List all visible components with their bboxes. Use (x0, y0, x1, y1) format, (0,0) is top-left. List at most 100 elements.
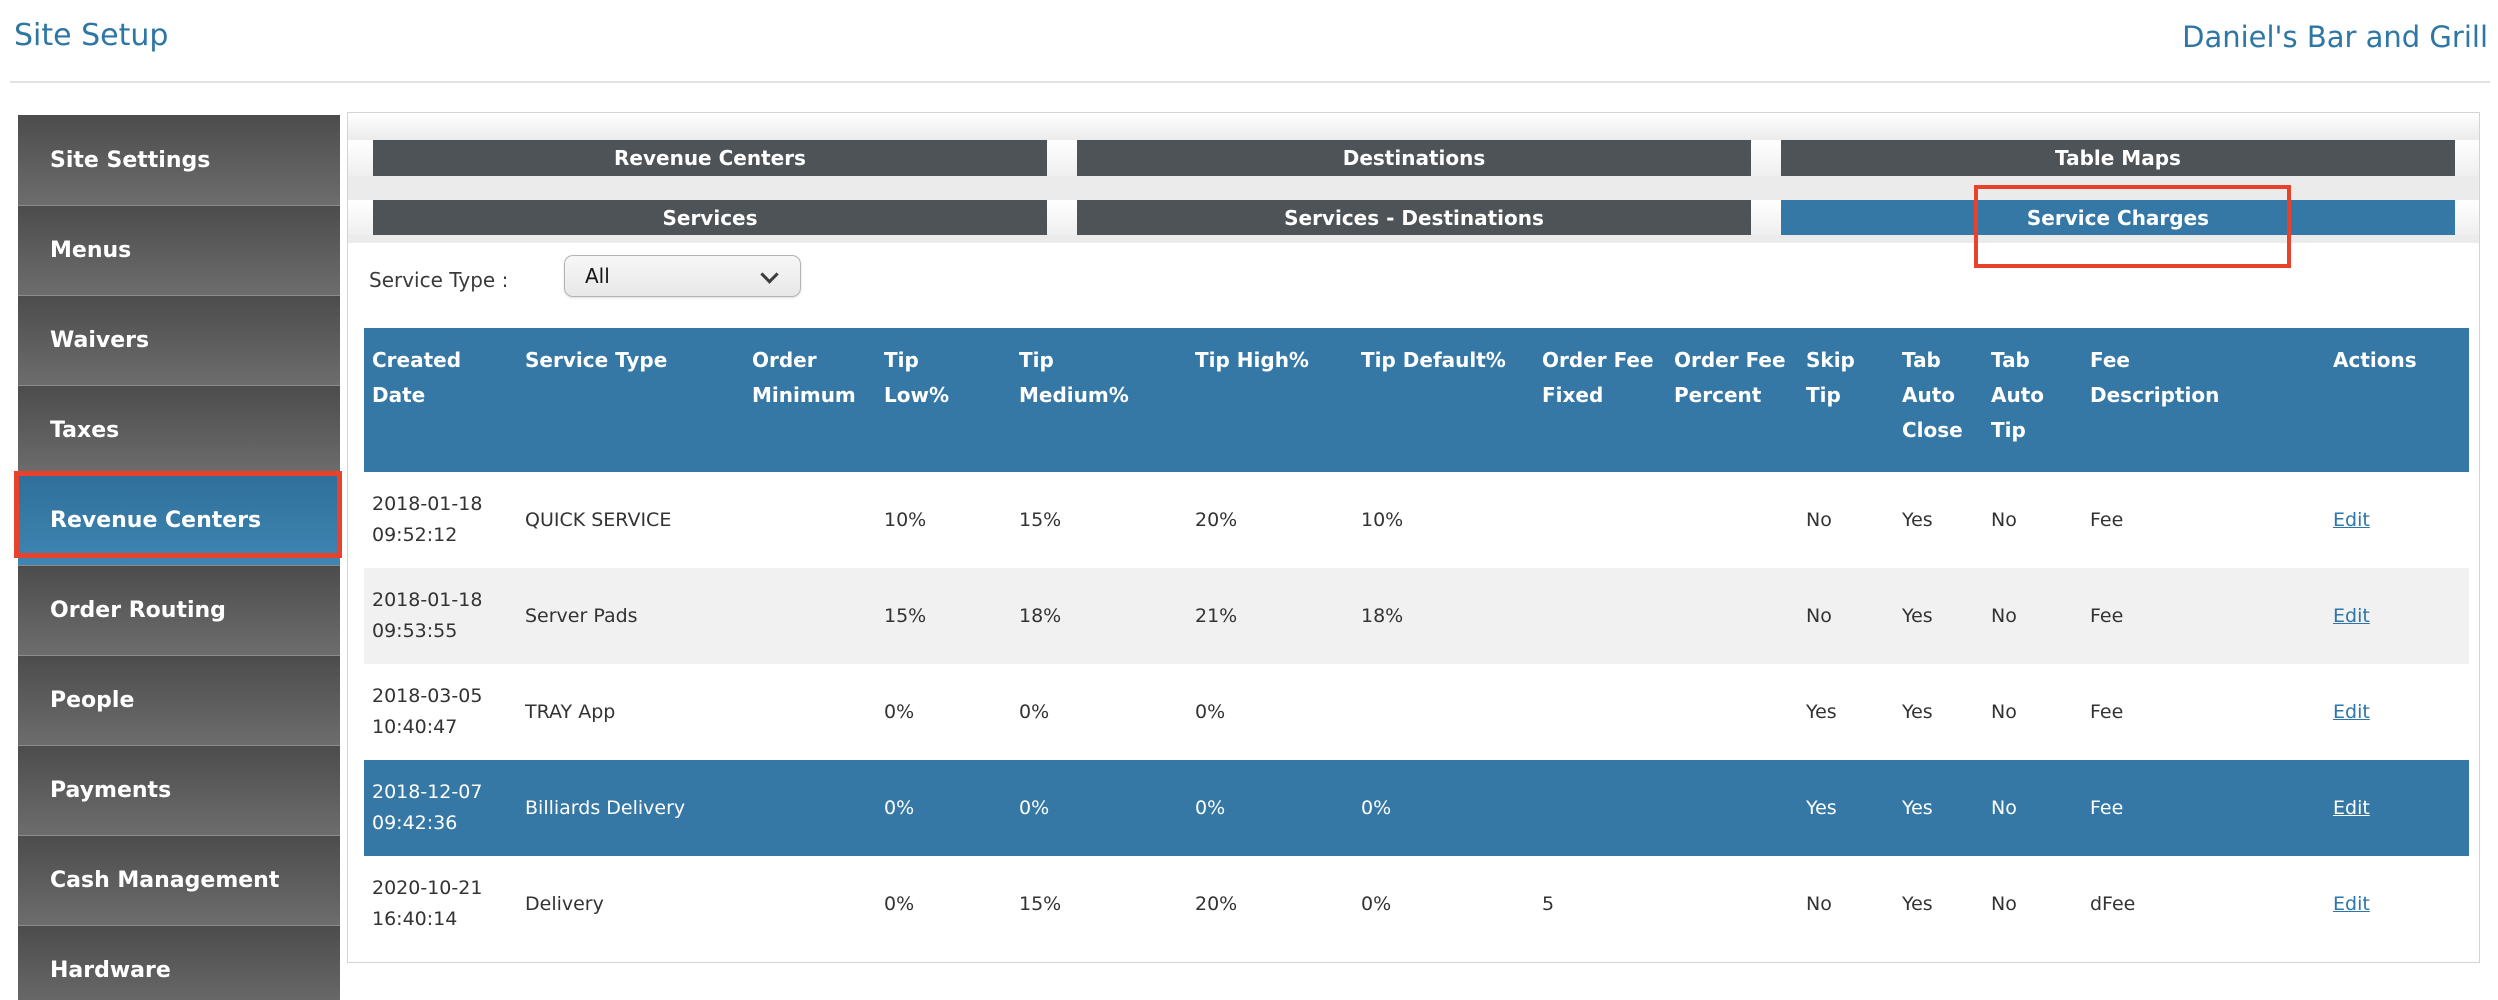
site-name: Daniel's Bar and Grill (2182, 20, 2488, 54)
sidebar-item-menus[interactable]: Menus (18, 205, 340, 295)
column-header-tab-auto-close: Tab Auto Close (1902, 348, 1963, 442)
table-row[interactable]: 2018-01-18 09:52:12 QUICK SERVICE 10% 15% 20… (364, 472, 2469, 568)
table-row[interactable]: 2018-01-18 09:53:55 Server Pads 15% 18% 21% 1… (364, 568, 2469, 664)
cell-order-fee-percent (1666, 472, 1798, 568)
sidebar: Site Settings Menus Waivers Taxes Revenue Ce… (18, 115, 340, 1000)
table-row[interactable]: 2018-03-05 10:40:47 TRAY App 0% 0% 0% Yes Yes N… (364, 664, 2469, 760)
cell-skip-tip: No (1806, 892, 1832, 915)
sidebar-item-cash-management[interactable]: Cash Management (18, 835, 340, 925)
sidebar-item-taxes[interactable]: Taxes (18, 385, 340, 475)
cell-actions: Edit (2325, 664, 2469, 760)
cell-order-minimum (744, 568, 876, 664)
column-header-tip-medium: Tip Medium% (1019, 348, 1129, 407)
cell-service-type: Billiards Delivery (525, 796, 686, 819)
cell-tip-high: 0% (1195, 796, 1226, 819)
table-body: 2018-01-18 09:52:12 QUICK SERVICE 10% 15% 20… (364, 472, 2469, 952)
cell-tab-auto-close: Yes (1902, 796, 1933, 819)
cell-fee-description: Fee (2090, 700, 2124, 723)
sidebar-item-hardware[interactable]: Hardware (18, 925, 340, 1000)
cell-tab-auto-tip: No (1991, 508, 2017, 531)
cell-tip-low: 0% (884, 700, 915, 723)
edit-link[interactable]: Edit (2333, 700, 2370, 723)
cell-created-date: 2018-03-05 10:40:47 (372, 685, 483, 738)
table-row[interactable]: 2018-12-07 09:42:36 Billiards Delivery 0% 0… (364, 760, 2469, 856)
cell-order-minimum (744, 856, 876, 952)
cell-skip-tip: Yes (1806, 700, 1837, 723)
cell-order-fee-fixed (1534, 760, 1666, 856)
header-divider (10, 81, 2490, 83)
sidebar-item-payments[interactable]: Payments (18, 745, 340, 835)
cell-order-fee-fixed (1534, 472, 1666, 568)
cell-service-type: TRAY App (525, 700, 616, 723)
cell-order-fee-fixed (1534, 568, 1666, 664)
cell-tab-auto-close: Yes (1902, 700, 1933, 723)
tab-services-destinations[interactable]: Services - Destinations (1077, 200, 1751, 235)
tab-table-maps[interactable]: Table Maps (1781, 140, 2455, 176)
cell-tip-default: 0% (1361, 796, 1392, 819)
column-header-service-type: Service Type (525, 348, 668, 372)
column-header-order-minimum: Order Minimum (752, 348, 856, 407)
cell-tip-default: 18% (1361, 604, 1404, 627)
service-type-select[interactable]: All (564, 255, 801, 297)
cell-order-minimum (744, 664, 876, 760)
sidebar-item-site-settings[interactable]: Site Settings (18, 115, 340, 205)
sidebar-item-revenue-centers[interactable]: Revenue Centers (18, 475, 340, 565)
column-header-skip-tip: Skip Tip (1806, 348, 1855, 407)
edit-link[interactable]: Edit (2333, 892, 2370, 915)
column-header-tip-high: Tip High% (1195, 348, 1309, 372)
annotation-box-revenue-centers (14, 471, 342, 558)
edit-link[interactable]: Edit (2333, 508, 2370, 531)
cell-created-date: 2018-12-07 09:42:36 (372, 781, 483, 834)
table-row[interactable]: 2020-10-21 16:40:14 Delivery 0% 15% 20% 0% 5 No… (364, 856, 2469, 952)
column-header-tip-default: Tip Default% (1361, 348, 1506, 372)
cell-order-fee-fixed (1534, 664, 1666, 760)
column-header-created-date: Created Date (372, 348, 462, 407)
cell-order-fee-percent (1666, 664, 1798, 760)
cell-tip-medium: 0% (1019, 700, 1050, 723)
edit-link[interactable]: Edit (2333, 604, 2370, 627)
service-charges-table: Created Date Service Type Order Minimum Tip… (364, 328, 2469, 952)
cell-tip-default: 10% (1361, 508, 1404, 531)
cell-fee-description: Fee (2090, 796, 2124, 819)
cell-tip-low: 15% (884, 604, 927, 627)
cell-fee-description: dFee (2090, 892, 2136, 915)
column-header-tab-auto-tip: Tab Auto Tip (1991, 348, 2045, 442)
cell-tip-low: 0% (884, 892, 915, 915)
tab-revenue-centers[interactable]: Revenue Centers (373, 140, 1047, 176)
cell-created-date: 2018-01-18 09:53:55 (372, 589, 483, 642)
sidebar-item-order-routing[interactable]: Order Routing (18, 565, 340, 655)
cell-tip-default: 0% (1361, 892, 1392, 915)
cell-tip-default (1353, 664, 1534, 760)
tab-service-charges[interactable]: Service Charges (1781, 200, 2455, 235)
tab-row-1: Revenue Centers Destinations Table Maps (348, 140, 2479, 176)
cell-tip-low: 0% (884, 796, 915, 819)
cell-tip-low: 10% (884, 508, 927, 531)
sidebar-item-people[interactable]: People (18, 655, 340, 745)
cell-actions: Edit (2325, 760, 2469, 856)
edit-link[interactable]: Edit (2333, 796, 2370, 819)
cell-tab-auto-close: Yes (1902, 604, 1933, 627)
cell-tip-high: 0% (1195, 700, 1226, 723)
tab-services[interactable]: Services (373, 200, 1047, 235)
tab-destinations[interactable]: Destinations (1077, 140, 1751, 176)
cell-tip-high: 20% (1195, 892, 1238, 915)
sidebar-item-waivers[interactable]: Waivers (18, 295, 340, 385)
cell-tab-auto-tip: No (1991, 604, 2017, 627)
cell-skip-tip: Yes (1806, 796, 1837, 819)
annotation-box-service-charges (1974, 185, 2291, 268)
cell-skip-tip: No (1806, 508, 1832, 531)
cell-tip-medium: 15% (1019, 892, 1062, 915)
service-type-label: Service Type : (369, 268, 509, 292)
cell-order-fee-percent (1666, 760, 1798, 856)
page-title: Site Setup (14, 18, 169, 53)
cell-service-type: Server Pads (525, 604, 638, 627)
cell-created-date: 2020-10-21 16:40:14 (372, 877, 483, 930)
cell-actions: Edit (2325, 568, 2469, 664)
tab-row-2: Services Services - Destinations Service C… (348, 200, 2479, 235)
column-header-fee-description: Fee Description (2090, 348, 2220, 407)
cell-tab-auto-tip: No (1991, 796, 2017, 819)
tabs-region: Revenue Centers Destinations Table Maps Se… (348, 113, 2479, 243)
cell-fee-description: Fee (2090, 508, 2124, 531)
cell-actions: Edit (2325, 856, 2469, 952)
